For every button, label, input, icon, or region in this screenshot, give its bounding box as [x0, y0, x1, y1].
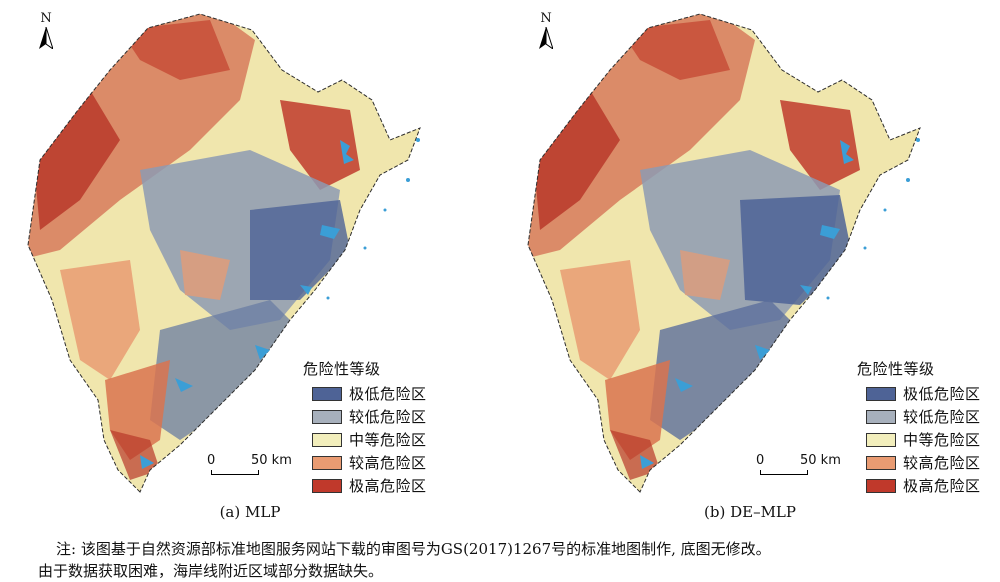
legend-label: 中等危险区 [903, 431, 981, 449]
legend-label: 极低危险区 [903, 385, 981, 403]
legend-item-very-low: 极低危险区 [312, 382, 427, 405]
note-line-2: 由于数据获取困难，海岸线附近区域部分数据缺失。 [38, 562, 384, 580]
caption-text: (b) DE–MLP [704, 503, 796, 521]
caption-mlp: (a) MLP [0, 503, 500, 521]
swatch-very-low [866, 386, 896, 401]
scale-end: 50 km [251, 453, 292, 468]
swatch-very-low [312, 386, 342, 401]
caption-de-mlp: (b) DE–MLP [500, 503, 1000, 521]
legend-label: 较高危险区 [903, 454, 981, 472]
hazard-map-de-mlp [527, 13, 921, 493]
legend-label: 极低危险区 [349, 385, 427, 403]
coastline-water [640, 138, 920, 469]
legend-item-medium: 中等危险区 [866, 428, 981, 451]
coastline-water [140, 138, 420, 469]
legend-item-very-high: 极高危险区 [866, 474, 981, 497]
caption-text: (a) MLP [219, 503, 281, 521]
legend-item-very-low: 极低危险区 [866, 382, 981, 405]
swatch-high [312, 455, 342, 470]
legend: 危险性等级 极低危险区 较低危险区 中等危险区 较高危险区 极高危险区 [303, 358, 427, 497]
map-panel-de-mlp: N 危险性等级 极低危险区 较低危险区 中等危险区 较高危险区 极高危险区 0 [500, 0, 1000, 525]
legend-title: 危险性等级 [303, 360, 381, 378]
scale-bar-line [760, 470, 808, 475]
north-label: N [40, 11, 52, 26]
north-arrow: N [36, 12, 56, 49]
legend-item-low: 较低危险区 [312, 405, 427, 428]
legend-label: 较低危险区 [903, 408, 981, 426]
legend-item-very-high: 极高危险区 [312, 474, 427, 497]
scale-bar: 0 50 km [756, 453, 856, 483]
legend-item-low: 较低危险区 [866, 405, 981, 428]
legend-item-medium: 中等危险区 [312, 428, 427, 451]
scale-bar: 0 50 km [207, 453, 307, 483]
north-arrow: N [536, 12, 556, 49]
legend-label: 中等危险区 [349, 431, 427, 449]
legend-item-high: 较高危险区 [312, 451, 427, 474]
north-label: N [540, 11, 552, 26]
hazard-map-mlp [27, 13, 421, 493]
north-arrow-icon [39, 27, 53, 49]
scale-start: 0 [207, 453, 216, 468]
legend-title: 危险性等级 [857, 360, 935, 378]
legend-label: 极高危险区 [903, 477, 981, 495]
swatch-very-high [312, 478, 342, 493]
swatch-medium [312, 432, 342, 447]
legend-label: 极高危险区 [349, 477, 427, 495]
note-line-1: 注: 该图基于自然资源部标准地图服务网站下载的审图号为GS(2017)1267号… [56, 540, 771, 558]
swatch-very-high [866, 478, 896, 493]
swatch-low [866, 409, 896, 424]
swatch-medium [866, 432, 896, 447]
scale-start: 0 [756, 453, 765, 468]
legend-item-high: 较高危险区 [866, 451, 981, 474]
legend-label: 较低危险区 [349, 408, 427, 426]
scale-bar-line [211, 470, 259, 475]
swatch-high [866, 455, 896, 470]
legend: 危险性等级 极低危险区 较低危险区 中等危险区 较高危险区 极高危险区 [857, 358, 981, 497]
scale-end: 50 km [800, 453, 841, 468]
north-arrow-icon [539, 27, 553, 49]
swatch-low [312, 409, 342, 424]
legend-label: 较高危险区 [349, 454, 427, 472]
map-panel-mlp: N 危险性等级 极低危险区 较低危险区 中等危险区 较高危险区 极高危险区 0 [0, 0, 500, 525]
